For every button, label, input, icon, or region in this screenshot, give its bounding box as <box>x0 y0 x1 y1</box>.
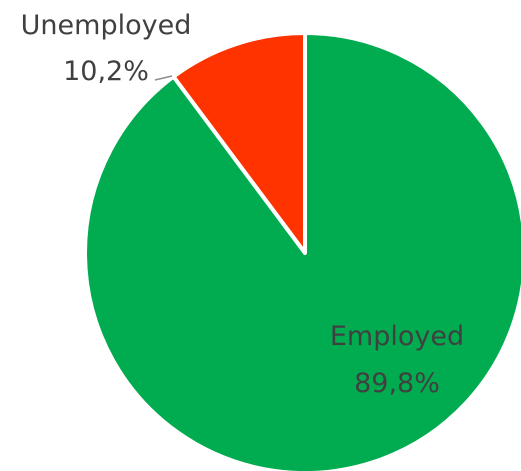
employed-category-label: Employed <box>330 321 464 352</box>
unemployed-leader-line <box>154 75 173 81</box>
pie-slice-unemployed <box>171 31 307 255</box>
employed-value-label: 89,8% <box>354 368 440 399</box>
pie-slices <box>83 31 521 471</box>
pie-slice-employed <box>83 31 521 471</box>
unemployed-value-label: 10,2% <box>63 56 149 87</box>
unemployed-category-label: Unemployed <box>21 10 192 41</box>
